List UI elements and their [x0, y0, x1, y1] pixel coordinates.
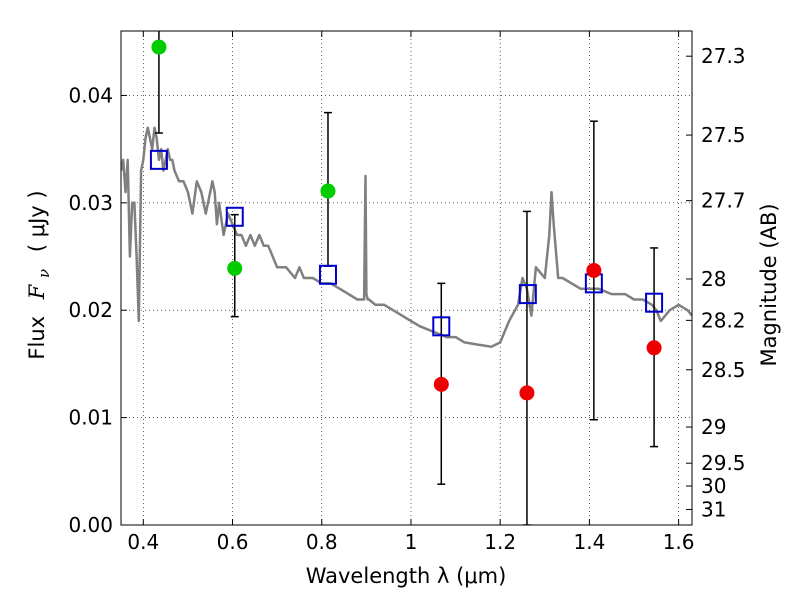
y-tick-label: 0.02 [68, 298, 113, 322]
y-tick-label: 0.03 [68, 191, 113, 215]
green-point-marker [320, 183, 336, 199]
model-photometry-square [225, 206, 244, 227]
y-axis-right-label: Magnitude (AB) [757, 203, 781, 366]
x-tick-label: 0.8 [306, 530, 338, 554]
x-tick-label: 1.6 [663, 530, 695, 554]
model-photometry-square [318, 264, 337, 285]
red-point-marker [433, 376, 449, 392]
y-axis-label-symbol: F [25, 283, 49, 300]
x-tick-label: 0.6 [217, 530, 249, 554]
red-point-marker [646, 340, 662, 356]
mag-tick-label: 27.3 [701, 44, 746, 68]
x-tick-label: 1.4 [573, 530, 605, 554]
mag-tick-label: 27.5 [701, 123, 746, 147]
plot-frame [120, 30, 693, 526]
axis-ticks: 0.4 0.6 0.8 1 1.2 1.4 1.6 0.00 0.01 0.02 0.03 0.04 2… [68, 31, 746, 554]
grid [121, 31, 692, 526]
green-point-marker [227, 260, 243, 276]
mag-tick-label: 30 [701, 474, 726, 498]
model-photometry-square [149, 149, 168, 170]
y-axis-label: Flux F ν ( μJy ) [25, 190, 54, 359]
x-tick-label: 1.2 [484, 530, 516, 554]
y-axis-label-units: ( μJy ) [25, 190, 49, 252]
model-photometry-square [645, 292, 664, 313]
mag-tick-label: 28.2 [701, 308, 746, 332]
mag-tick-label: 31 [701, 497, 726, 521]
x-tick-label: 0.4 [127, 530, 159, 554]
mag-tick-label: 29.5 [701, 451, 746, 475]
y-tick-label: 0.04 [68, 83, 113, 107]
mag-tick-label: 29 [701, 415, 726, 439]
y-tick-label: 0.00 [68, 513, 113, 537]
plot-area [121, 31, 692, 525]
red-point-marker [519, 385, 535, 401]
mag-tick-label: 28.5 [701, 358, 746, 382]
x-axis-label: Wavelength λ (μm) [306, 564, 507, 588]
y-tick-label: 0.01 [68, 406, 113, 430]
green-point-marker [151, 39, 167, 55]
mag-tick-label: 27.7 [701, 189, 746, 213]
red-point-marker [586, 262, 602, 278]
x-tick-label: 1 [405, 530, 418, 554]
mag-tick-label: 28 [701, 267, 726, 291]
model-photometry-square [432, 316, 451, 337]
y-axis-label-subscript: ν [35, 269, 53, 278]
model-spectrum-line [121, 126, 692, 348]
model-photometry-square [518, 284, 537, 305]
y-axis-label-flux: Flux [25, 316, 49, 360]
